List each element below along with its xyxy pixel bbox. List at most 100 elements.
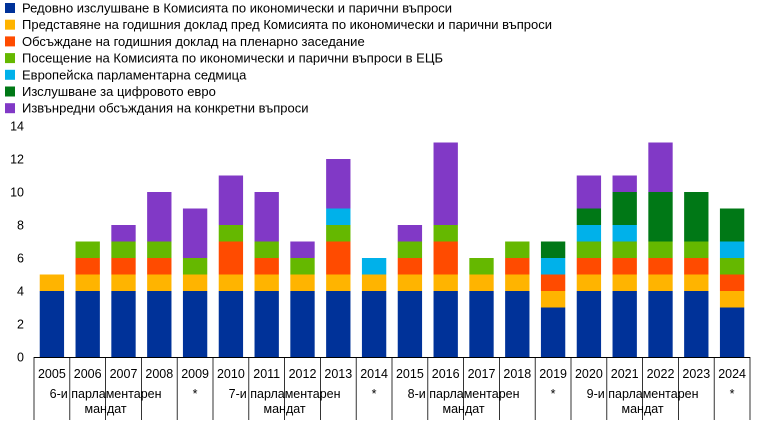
x-tick-label-2023: 2023 [682,367,710,381]
group-label-2: 7-и парламентарен [229,387,341,401]
x-tick-label-2007: 2007 [110,367,138,381]
bar-2010-series-2 [218,241,244,275]
y-tick-label-2: 4 [17,285,24,299]
legend-swatch-2 [5,36,15,47]
legend-swatch-3 [5,53,15,64]
bar-2010-series-1 [218,274,244,291]
bar-2021-series-1 [612,274,637,291]
bar-2024-series-0 [719,307,745,357]
bar-2014-series-0 [361,291,387,357]
bar-2016-series-2 [433,241,458,275]
bar-2016-series-0 [433,291,458,357]
bar-2011-series-2 [254,258,279,275]
bar-2017-series-0 [469,291,494,357]
x-tick-label-2013: 2013 [324,367,352,381]
bar-2009-series-3 [182,258,208,275]
bar-2024-series-5 [719,208,745,242]
bar-2014-series-1 [361,274,387,291]
bar-2005-series-0 [39,291,65,357]
bar-2017-series-3 [469,258,494,275]
legend-label-0: Редовно изслушване в Комисията по иконом… [22,1,452,16]
bar-2007-series-1 [111,274,136,291]
bar-2024-series-4 [719,241,745,258]
bar-2020-series-0 [576,291,602,357]
bar-2011-series-3 [254,241,279,258]
bar-2018-series-2 [505,258,530,275]
x-tick-label-2005: 2005 [38,367,66,381]
bar-2020-series-6 [576,175,602,209]
bar-2020-series-2 [576,258,602,275]
group-label-4-line2: мандат [443,402,485,416]
x-tick-label-2020: 2020 [575,367,603,381]
bar-2019-series-4 [540,258,566,275]
group-label-2-line2: мандат [264,402,306,416]
bar-2012-series-1 [290,274,315,291]
x-tick-label-2016: 2016 [432,367,460,381]
bar-2023-series-1 [684,274,709,291]
bar-2016-series-6 [433,142,458,225]
group-label-1: * [193,387,198,401]
y-tick-label-1: 2 [17,318,24,332]
bar-2006-series-1 [75,274,100,291]
legend-swatch-1 [5,19,15,30]
bar-2012-series-0 [290,291,315,357]
bar-2024-series-3 [719,258,745,275]
x-tick-label-2011: 2011 [253,367,280,381]
bar-2013-series-6 [326,159,351,209]
bar-2008-series-3 [147,241,172,258]
bar-2013-series-2 [326,241,351,275]
bar-2013-series-4 [326,208,351,225]
bar-2019-series-2 [540,274,566,291]
y-tick-label-3: 6 [17,252,24,266]
bar-2005-series-1 [39,274,65,291]
x-tick-label-2015: 2015 [396,367,424,381]
group-label-6: 9-и парламентарен [587,387,699,401]
x-tick-label-2006: 2006 [74,367,102,381]
bar-2021-series-6 [612,175,637,192]
x-tick-label-2019: 2019 [539,367,567,381]
bar-2012-series-3 [290,258,315,275]
bar-2009-series-0 [182,291,208,357]
x-tick-label-2009: 2009 [181,367,209,381]
bar-2009-series-1 [182,274,208,291]
bar-2022-series-6 [648,142,673,192]
bar-2020-series-4 [576,225,602,242]
x-tick-label-2018: 2018 [503,367,531,381]
bar-2011-series-6 [254,192,279,242]
bar-2006-series-2 [75,258,100,275]
bar-2015-series-1 [397,274,423,291]
bar-2006-series-3 [75,241,100,258]
y-axis: 0 2 4 6 8 10 12 14 [10,120,24,365]
bar-2018-series-1 [505,274,530,291]
bar-2007-series-3 [111,241,136,258]
bar-2021-series-0 [612,291,637,357]
legend-swatch-6 [5,103,15,114]
bar-2012-series-6 [290,241,315,258]
bar-2008-series-0 [147,291,172,357]
bar-2021-series-3 [612,241,637,258]
bar-2019-series-5 [540,241,566,258]
bar-2008-series-6 [147,192,172,242]
legend-label-6: Извънредни обсъждания на конкретни въпро… [22,101,309,116]
legend: Редовно изслушване в Комисията по иконом… [5,1,552,116]
bar-2020-series-3 [576,241,602,258]
group-label-6-line2: мандат [622,402,664,416]
bar-2008-series-1 [147,274,172,291]
x-axis: 2005 2006 2007 2008 2009 2010 2011 2012 2013 2014… [33,357,751,420]
bar-2009-series-6 [182,208,208,258]
y-tick-label-5: 10 [10,186,24,200]
x-tick-label-2017: 2017 [468,367,496,381]
bar-2022-series-2 [648,258,673,275]
bar-2022-series-5 [648,192,673,242]
bar-2020-series-5 [576,208,602,225]
bar-2022-series-0 [648,291,673,357]
bar-2010-series-6 [218,175,244,225]
bar-2021-series-2 [612,258,637,275]
bar-2023-series-3 [684,241,709,258]
bar-2015-series-0 [397,291,423,357]
bar-2023-series-0 [684,291,709,357]
group-label-5: * [551,387,556,401]
legend-label-4: Европейска парламентарна седмица [22,67,247,82]
bar-2016-series-1 [433,274,458,291]
bar-2018-series-3 [505,241,530,258]
